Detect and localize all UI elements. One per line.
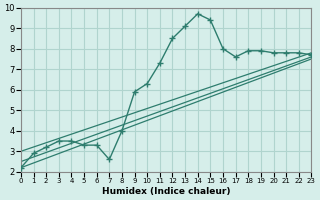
X-axis label: Humidex (Indice chaleur): Humidex (Indice chaleur) [102,187,230,196]
